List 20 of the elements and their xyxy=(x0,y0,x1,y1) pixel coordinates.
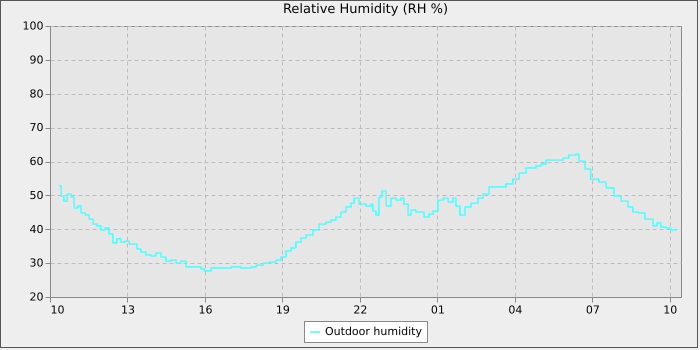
y-tick-label: 80 xyxy=(30,87,44,100)
x-tick-label: 22 xyxy=(353,304,368,316)
y-tick-label: 20 xyxy=(30,290,44,304)
x-tick-label: 07 xyxy=(586,304,600,316)
y-tick-label: 60 xyxy=(30,155,44,168)
chart-title: Relative Humidity (RH %) xyxy=(282,2,448,17)
y-tick-label: 70 xyxy=(30,121,44,134)
x-tick-label: 16 xyxy=(198,304,212,316)
x-tick-label: 19 xyxy=(276,304,290,316)
y-tick-label: 100 xyxy=(22,20,44,32)
y-tick-label: 50 xyxy=(30,188,44,202)
y-tick-label: 90 xyxy=(30,53,44,66)
y-tick-label: 40 xyxy=(30,222,44,236)
legend-label: Outdoor humidity xyxy=(325,325,422,338)
y-tick-label: 30 xyxy=(30,256,44,270)
x-tick-label: 01 xyxy=(430,304,445,316)
x-tick-label: 13 xyxy=(120,304,135,316)
x-tick-label: 04 xyxy=(508,304,522,316)
x-tick-label: 10 xyxy=(50,304,64,316)
x-tick-label: 10 xyxy=(663,304,678,316)
